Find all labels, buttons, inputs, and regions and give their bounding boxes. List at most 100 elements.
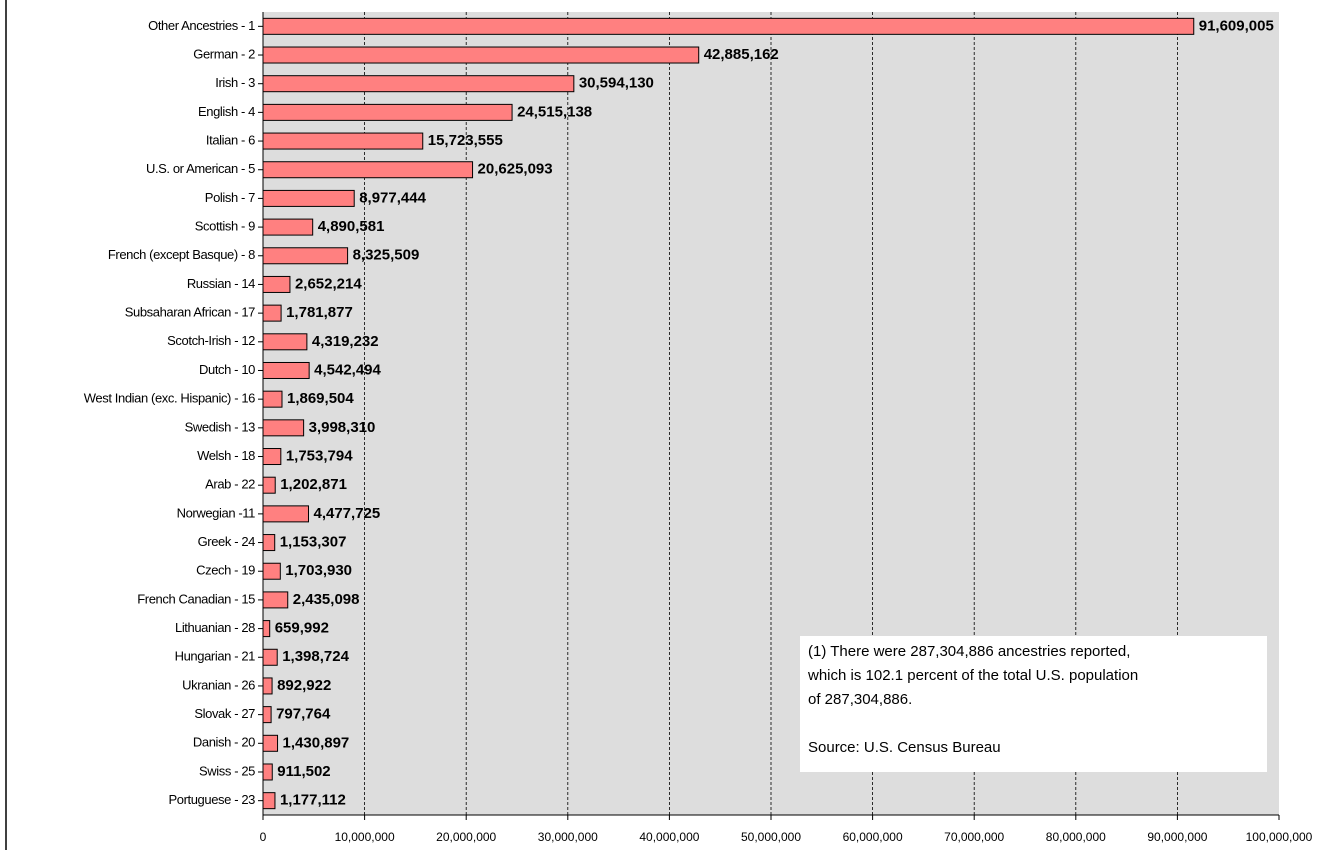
y-tick-label: Arab - 22 [205,477,255,492]
bar [262,75,575,93]
value-label: 4,477,725 [313,505,380,522]
bar [262,706,272,724]
y-tick-label: Scottish - 9 [195,219,255,234]
bar [262,419,305,437]
y-tick-label: Swiss - 25 [199,763,255,778]
bar [262,46,700,64]
bar [262,304,282,322]
x-tick-label: 60,000,000 [843,830,903,844]
y-tick-label: Dutch - 10 [199,362,255,377]
value-label: 24,515,138 [517,103,592,120]
x-tick-label: 20,000,000 [436,830,496,844]
y-tick-label: Russian - 14 [187,276,255,291]
bar [262,534,276,552]
value-label: 1,153,307 [280,534,347,551]
bar [262,591,289,609]
value-label: 797,764 [276,706,331,723]
value-label: 3,998,310 [309,419,376,436]
y-tick-label: Other Ancestries - 1 [148,18,255,33]
value-label: 1,177,112 [280,792,346,809]
annotation-line: (1) There were 287,304,886 ancestries re… [808,643,1130,660]
value-label: 1,781,877 [286,304,353,321]
bar [262,792,276,810]
value-label: 1,753,794 [286,447,353,464]
bar [262,247,349,265]
bar [262,620,271,638]
y-tick-label: French Canadian - 15 [137,591,255,606]
value-label: 8,325,509 [353,247,420,264]
value-label: 1,869,504 [287,390,354,407]
value-label: 2,435,098 [293,591,360,608]
value-label: 892,922 [277,677,331,694]
value-label: 1,430,897 [283,734,350,751]
annotation-line: of 287,304,886. [808,691,912,708]
x-tick-label: 80,000,000 [1046,830,1106,844]
x-tick-label: 40,000,000 [639,830,699,844]
value-label: 91,609,005 [1199,17,1274,34]
annotation-box [800,636,1267,772]
bar [262,161,474,179]
y-tick-label: Czech - 19 [196,563,255,578]
value-label: 1,202,871 [280,476,347,493]
y-tick-label: English - 4 [198,104,255,119]
bar [262,648,278,666]
y-tick-label: Danish - 20 [193,735,255,750]
x-tick-label: 90,000,000 [1147,830,1207,844]
value-label: 8,977,444 [359,189,426,206]
bar [262,677,273,695]
y-tick-label: Slovak - 27 [194,706,255,721]
value-label: 42,885,162 [704,46,779,63]
value-label: 1,703,930 [285,562,352,579]
annotation-line: Source: U.S. Census Bureau [808,739,1001,756]
y-tick-label: West Indian (exc. Hispanic) - 16 [84,391,255,406]
x-tick-label: 30,000,000 [538,830,598,844]
value-label: 20,625,093 [478,161,553,178]
y-tick-label: Portuguese - 23 [168,792,255,807]
bar [262,763,273,781]
bar [262,448,282,466]
bar [262,562,281,580]
bar [262,476,276,494]
y-tick-label: Swedish - 13 [185,419,256,434]
annotation-line: which is 102.1 percent of the total U.S.… [807,667,1138,684]
y-tick-label: Hungarian - 21 [175,649,256,664]
value-label: 1,398,724 [282,648,349,665]
bar [262,218,314,236]
bar [262,333,308,351]
bar [262,505,309,523]
y-tick-label: French (except Basque) - 8 [108,247,255,262]
x-tick-label: 0 [260,830,267,844]
y-tick-label: Welsh - 18 [197,448,255,463]
x-tick-label: 10,000,000 [335,830,395,844]
value-label: 30,594,130 [579,75,654,92]
bar [262,275,291,293]
bar [262,103,513,121]
y-tick-label: U.S. or American - 5 [146,161,255,176]
y-tick-label: Scotch-Irish - 12 [167,333,255,348]
y-tick-label: Norwegian -11 [177,505,256,520]
bar [262,189,355,207]
y-tick-label: Subsaharan African - 17 [125,305,255,320]
bar [262,390,283,408]
y-tick-label: Lithuanian - 28 [175,620,255,635]
y-tick-label: Irish - 3 [215,75,255,90]
value-label: 2,652,214 [295,275,362,292]
bar [262,734,279,752]
value-label: 4,890,581 [318,218,385,235]
y-tick-label: Italian - 6 [206,132,255,147]
value-label: 659,992 [275,620,329,637]
x-tick-label: 100,000,000 [1246,830,1313,844]
y-tick-label: Polish - 7 [205,190,255,205]
bar [262,132,424,150]
value-label: 15,723,555 [428,132,503,149]
value-label: 911,502 [277,763,330,780]
bar [262,17,1195,35]
y-tick-label: Ukranian - 26 [182,677,255,692]
value-label: 4,319,232 [312,333,379,350]
y-tick-label: Greek - 24 [198,534,256,549]
y-tick-label: German - 2 [193,46,255,61]
bar [262,361,310,379]
x-tick-label: 50,000,000 [741,830,801,844]
value-label: 4,542,494 [314,361,381,378]
